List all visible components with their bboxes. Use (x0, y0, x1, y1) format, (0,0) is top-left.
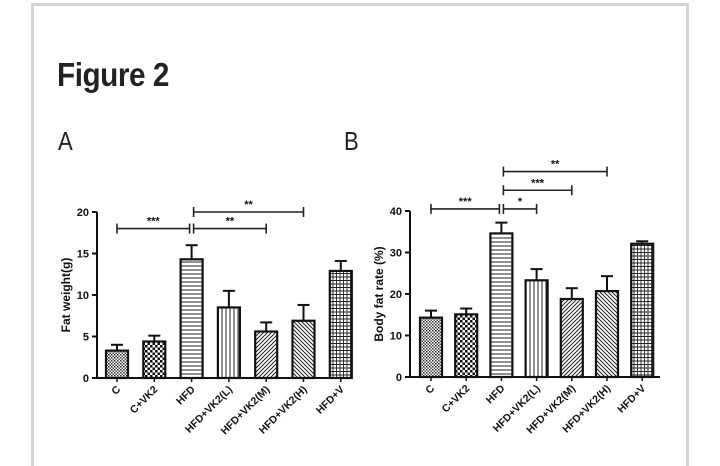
chart-a-y-tick-label-0: 0 (83, 373, 89, 385)
chart-a-category-label-6: HFD+V (314, 384, 347, 417)
chart-a-bar-6 (328, 269, 353, 380)
chart-b-bar-3 (524, 279, 549, 379)
chart-a-bar-1 (142, 340, 167, 380)
chart-b-bar-5 (594, 289, 620, 379)
chart-b-bar-0 (418, 316, 444, 379)
chart-b-y-tick-label-30: 30 (390, 248, 402, 260)
chart-b-category-label-2: HFD (484, 382, 508, 406)
chart-b-y-tick-label-20: 20 (390, 289, 402, 301)
chart-b-y-tick-label-40: 40 (390, 206, 402, 218)
chart-b-bar-4 (559, 297, 584, 379)
chart-a-y-tick-label-20: 20 (77, 207, 89, 219)
chart-a-bar-4 (254, 330, 279, 380)
chart-b-body-fat-rate: 0 10 20 30 40 Body fat rate (%) C C+VK2 HFD HFD+V… (372, 159, 660, 436)
chart-b-category-label-0: C (423, 382, 437, 396)
chart-a-sig-label-1: ** (226, 216, 235, 228)
chart-b-category-label-1: C+VK2 (440, 383, 473, 416)
panel-label-a: A (58, 126, 73, 156)
chart-b-bar-1 (454, 313, 479, 379)
chart-a-y-tick-label-5: 5 (83, 332, 89, 344)
chart-b-y-axis-label: Body fat rate (%) (372, 246, 386, 341)
chart-b-sig-label-1: * (518, 196, 523, 208)
chart-a-sig-label-2: ** (244, 199, 253, 211)
chart-a-y-axis-label: Fat weight(g) (59, 258, 73, 333)
chart-a-category-label-2: HFD (174, 383, 198, 407)
chart-b-bar-2 (489, 232, 514, 379)
chart-a-category-label-1: C+VK2 (128, 384, 161, 417)
chart-a-y-tick-label-15: 15 (77, 249, 89, 261)
chart-a-sig-label-0: *** (147, 216, 161, 228)
chart-a-bar-3 (216, 306, 241, 380)
chart-a-bar-0 (104, 349, 130, 380)
figure-title: Figure 2 (57, 56, 169, 93)
chart-a-bar-2 (179, 258, 204, 380)
chart-b-sig-label-2: *** (531, 177, 545, 189)
chart-b-bar-6 (630, 242, 655, 379)
chart-a-y-tick-label-10: 10 (77, 290, 89, 302)
chart-a-category-label-0: C (109, 383, 123, 397)
chart-b-y-tick-label-10: 10 (390, 331, 402, 343)
chart-b-sig-label-3: ** (551, 159, 560, 171)
figure-frame (31, 3, 689, 466)
panel-label-b: B (344, 126, 359, 156)
chart-b-category-label-6: HFD+V (615, 383, 648, 416)
chart-a-bar-5 (291, 319, 316, 380)
chart-b-y-tick-label-0: 0 (396, 372, 402, 384)
chart-b-sig-label-0: *** (459, 196, 473, 208)
